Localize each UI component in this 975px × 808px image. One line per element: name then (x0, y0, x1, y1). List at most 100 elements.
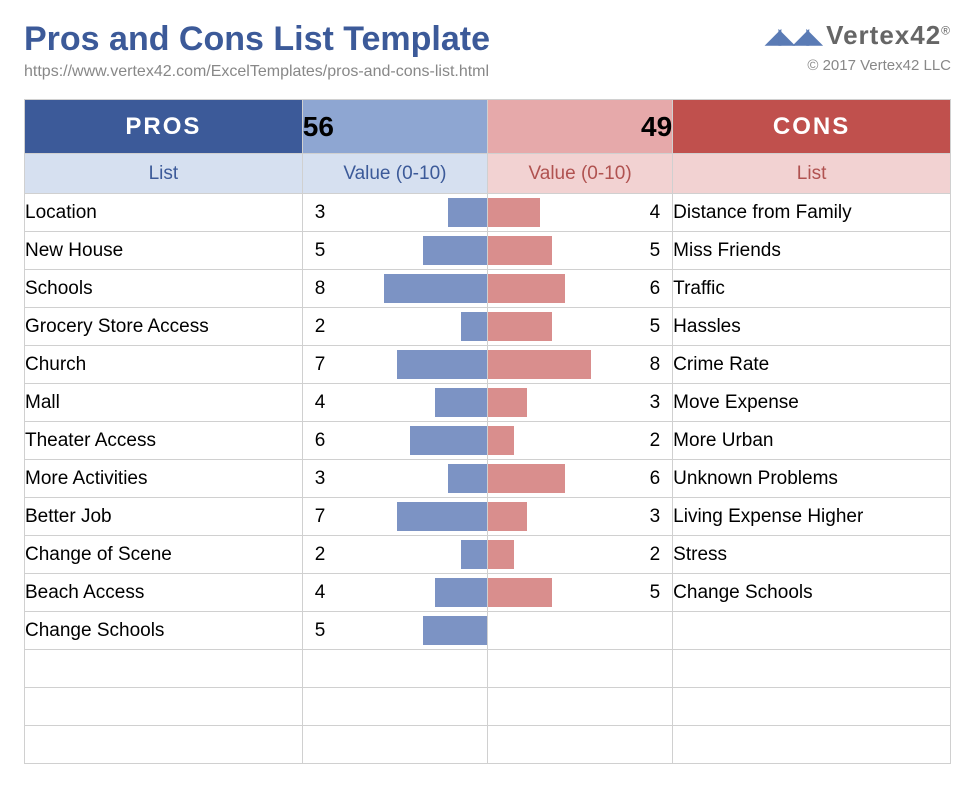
pros-value: 7 (315, 346, 326, 383)
cons-list-cell[interactable]: Change Schools (673, 574, 951, 612)
cons-bar (488, 350, 591, 379)
pros-value-cell[interactable]: 4 (302, 384, 487, 422)
cons-value-cell[interactable] (487, 612, 672, 650)
cons-list-cell[interactable]: Traffic (673, 270, 951, 308)
cons-list-cell[interactable]: Unknown Problems (673, 460, 951, 498)
pros-value-cell[interactable]: 8 (302, 270, 487, 308)
pros-value: 7 (315, 498, 326, 535)
pros-list-cell[interactable]: Schools (25, 270, 303, 308)
pros-value-cell[interactable]: 3 (302, 194, 487, 232)
pros-cons-table: PROS 56 49 CONS List Value (0-10) Value … (24, 99, 951, 764)
pros-list-cell[interactable]: Better Job (25, 498, 303, 536)
table-row: Location 3 4 Distance from Family (25, 194, 951, 232)
cons-value-cell[interactable] (487, 688, 672, 726)
cons-value-cell[interactable]: 4 (487, 194, 672, 232)
pros-value-cell[interactable]: 4 (302, 574, 487, 612)
header-row-main: PROS 56 49 CONS (25, 100, 951, 154)
cons-list-cell[interactable]: More Urban (673, 422, 951, 460)
cons-value: 4 (650, 194, 661, 231)
pros-value-cell[interactable]: 5 (302, 612, 487, 650)
pros-bar (448, 464, 487, 493)
cons-bar (488, 388, 527, 417)
pros-value-cell[interactable] (302, 726, 487, 764)
pros-value: 5 (315, 612, 326, 649)
table-row: Mall 4 3Move Expense (25, 384, 951, 422)
pros-bar (384, 274, 487, 303)
table-row: Schools 8 6 Traffic (25, 270, 951, 308)
pros-bar (410, 426, 487, 455)
pros-list-cell[interactable] (25, 726, 303, 764)
cons-value-cell[interactable]: 5 (487, 232, 672, 270)
cons-list-cell[interactable]: Crime Rate (673, 346, 951, 384)
pros-list-cell[interactable]: Grocery Store Access (25, 308, 303, 346)
cons-value-cell[interactable]: 5 (487, 308, 672, 346)
pros-total: 56 (302, 100, 487, 154)
cons-list-cell[interactable] (673, 650, 951, 688)
cons-value: 5 (650, 308, 661, 345)
cons-list-header: List (673, 154, 951, 194)
pros-bar (397, 502, 487, 531)
cons-list-cell[interactable]: Move Expense (673, 384, 951, 422)
page-title: Pros and Cons List Template (24, 20, 490, 59)
pros-list-cell[interactable]: Beach Access (25, 574, 303, 612)
pros-list-header: List (25, 154, 303, 194)
cons-list-cell[interactable] (673, 726, 951, 764)
cons-value-cell[interactable]: 6 (487, 270, 672, 308)
pros-list-cell[interactable]: Church (25, 346, 303, 384)
cons-value: 6 (650, 270, 661, 307)
cons-value: 3 (650, 498, 661, 535)
cons-value: 6 (650, 460, 661, 497)
cons-list-cell[interactable]: Living Expense Higher (673, 498, 951, 536)
pros-value: 4 (315, 384, 326, 421)
cons-list-cell[interactable]: Hassles (673, 308, 951, 346)
cons-value-cell[interactable]: 8 (487, 346, 672, 384)
pros-list-cell[interactable]: Change Schools (25, 612, 303, 650)
pros-list-cell[interactable] (25, 650, 303, 688)
cons-value: 5 (650, 574, 661, 611)
cons-value-cell[interactable] (487, 650, 672, 688)
logo-text: Vertex42® (826, 20, 951, 51)
cons-bar (488, 578, 552, 607)
cons-bar (488, 426, 514, 455)
pros-value: 3 (315, 194, 326, 231)
cons-value-cell[interactable] (487, 726, 672, 764)
cons-value-cell[interactable]: 3 (487, 498, 672, 536)
cons-bar (488, 312, 552, 341)
pros-value-cell[interactable]: 5 (302, 232, 487, 270)
pros-list-cell[interactable]: Location (25, 194, 303, 232)
pros-value-cell[interactable]: 2 (302, 308, 487, 346)
cons-list-cell[interactable]: Stress (673, 536, 951, 574)
cons-list-cell[interactable] (673, 688, 951, 726)
pros-list-cell[interactable]: More Activities (25, 460, 303, 498)
pros-value-cell[interactable]: 3 (302, 460, 487, 498)
pros-value: 2 (315, 308, 326, 345)
pros-value-cell[interactable] (302, 688, 487, 726)
cons-list-cell[interactable]: Distance from Family (673, 194, 951, 232)
pros-value: 8 (315, 270, 326, 307)
pros-value-cell[interactable]: 6 (302, 422, 487, 460)
table-row: Church 7 8Crime Rate (25, 346, 951, 384)
cons-value-cell[interactable]: 5 (487, 574, 672, 612)
cons-value-cell[interactable]: 2 (487, 422, 672, 460)
pros-value: 6 (315, 422, 326, 459)
pros-value-cell[interactable] (302, 650, 487, 688)
pros-bar (448, 198, 487, 227)
cons-value-cell[interactable]: 2 (487, 536, 672, 574)
cons-list-cell[interactable] (673, 612, 951, 650)
pros-list-cell[interactable] (25, 688, 303, 726)
cons-list-cell[interactable]: Miss Friends (673, 232, 951, 270)
pros-value-header: Value (0-10) (302, 154, 487, 194)
pros-value-cell[interactable]: 2 (302, 536, 487, 574)
pros-value-cell[interactable]: 7 (302, 346, 487, 384)
pros-value-cell[interactable]: 7 (302, 498, 487, 536)
pros-value: 2 (315, 536, 326, 573)
table-body: Location 3 4 Distance from Family New House 5… (25, 194, 951, 764)
pros-list-cell[interactable]: Mall (25, 384, 303, 422)
pros-list-cell[interactable]: Theater Access (25, 422, 303, 460)
pros-list-cell[interactable]: Change of Scene (25, 536, 303, 574)
table-row (25, 688, 951, 726)
pros-list-cell[interactable]: New House (25, 232, 303, 270)
cons-value-cell[interactable]: 6 (487, 460, 672, 498)
pros-value: 5 (315, 232, 326, 269)
cons-value-cell[interactable]: 3 (487, 384, 672, 422)
